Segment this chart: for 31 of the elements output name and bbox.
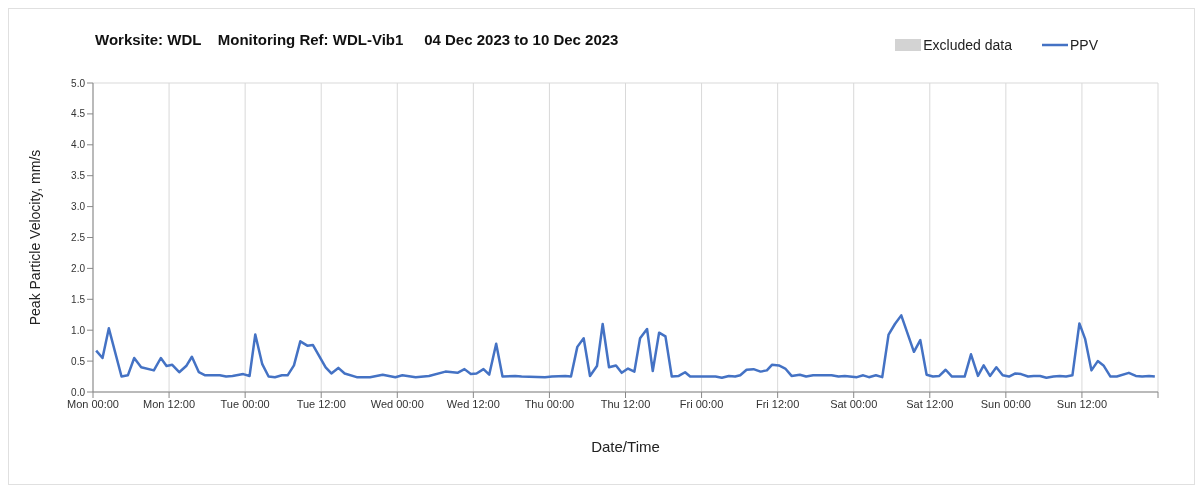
- x-tick-label: Thu 12:00: [600, 397, 651, 410]
- y-axis-title: Peak Particle Velocity, mm/s: [26, 149, 43, 326]
- y-tick-label: 4.0: [71, 139, 86, 151]
- y-tick-label: 1.0: [71, 324, 86, 336]
- y-tick-label: 0.0: [71, 386, 86, 398]
- y-tick-label: 2.5: [71, 232, 86, 244]
- chart-title: Worksite: WDL Monitoring Ref: WDL-Vib1 04 Dec 2023 to 10 Dec 2023: [95, 31, 619, 48]
- y-tick-label: 3.5: [71, 170, 86, 182]
- y-tick-label: 1.5: [71, 293, 86, 305]
- x-tick-label: Tue 00:00: [220, 397, 270, 410]
- x-axis-title: Date/Time: [591, 438, 660, 455]
- x-tick-label: Fri 00:00: [679, 397, 724, 410]
- x-tick-label: Wed 12:00: [446, 397, 500, 410]
- x-tick-label: Sat 00:00: [830, 397, 878, 410]
- legend-label: Excluded data: [923, 37, 1012, 53]
- y-tick-label: 3.0: [71, 201, 86, 213]
- x-tick-label: Sun 00:00: [980, 397, 1031, 410]
- line-series: [94, 314, 1157, 380]
- x-tick-label: Sat 12:00: [906, 397, 954, 410]
- x-tick-label: Thu 00:00: [524, 397, 575, 410]
- x-tick-label: Mon 12:00: [143, 397, 196, 410]
- y-tick-label: 2.0: [71, 262, 86, 274]
- x-tick-label: Fri 12:00: [755, 397, 800, 410]
- legend-label: PPV: [1069, 37, 1098, 53]
- y-tick-label: 0.5: [71, 355, 86, 367]
- x-tick-label: Mon 00:00: [67, 397, 119, 410]
- y-tick-label: 5.0: [71, 77, 86, 89]
- x-tick-label: Tue 12:00: [296, 397, 346, 410]
- x-tick-label: Wed 00:00: [370, 397, 424, 410]
- y-tick-label: 4.5: [71, 108, 86, 120]
- x-tick-label: Sun 12:00: [1056, 397, 1108, 410]
